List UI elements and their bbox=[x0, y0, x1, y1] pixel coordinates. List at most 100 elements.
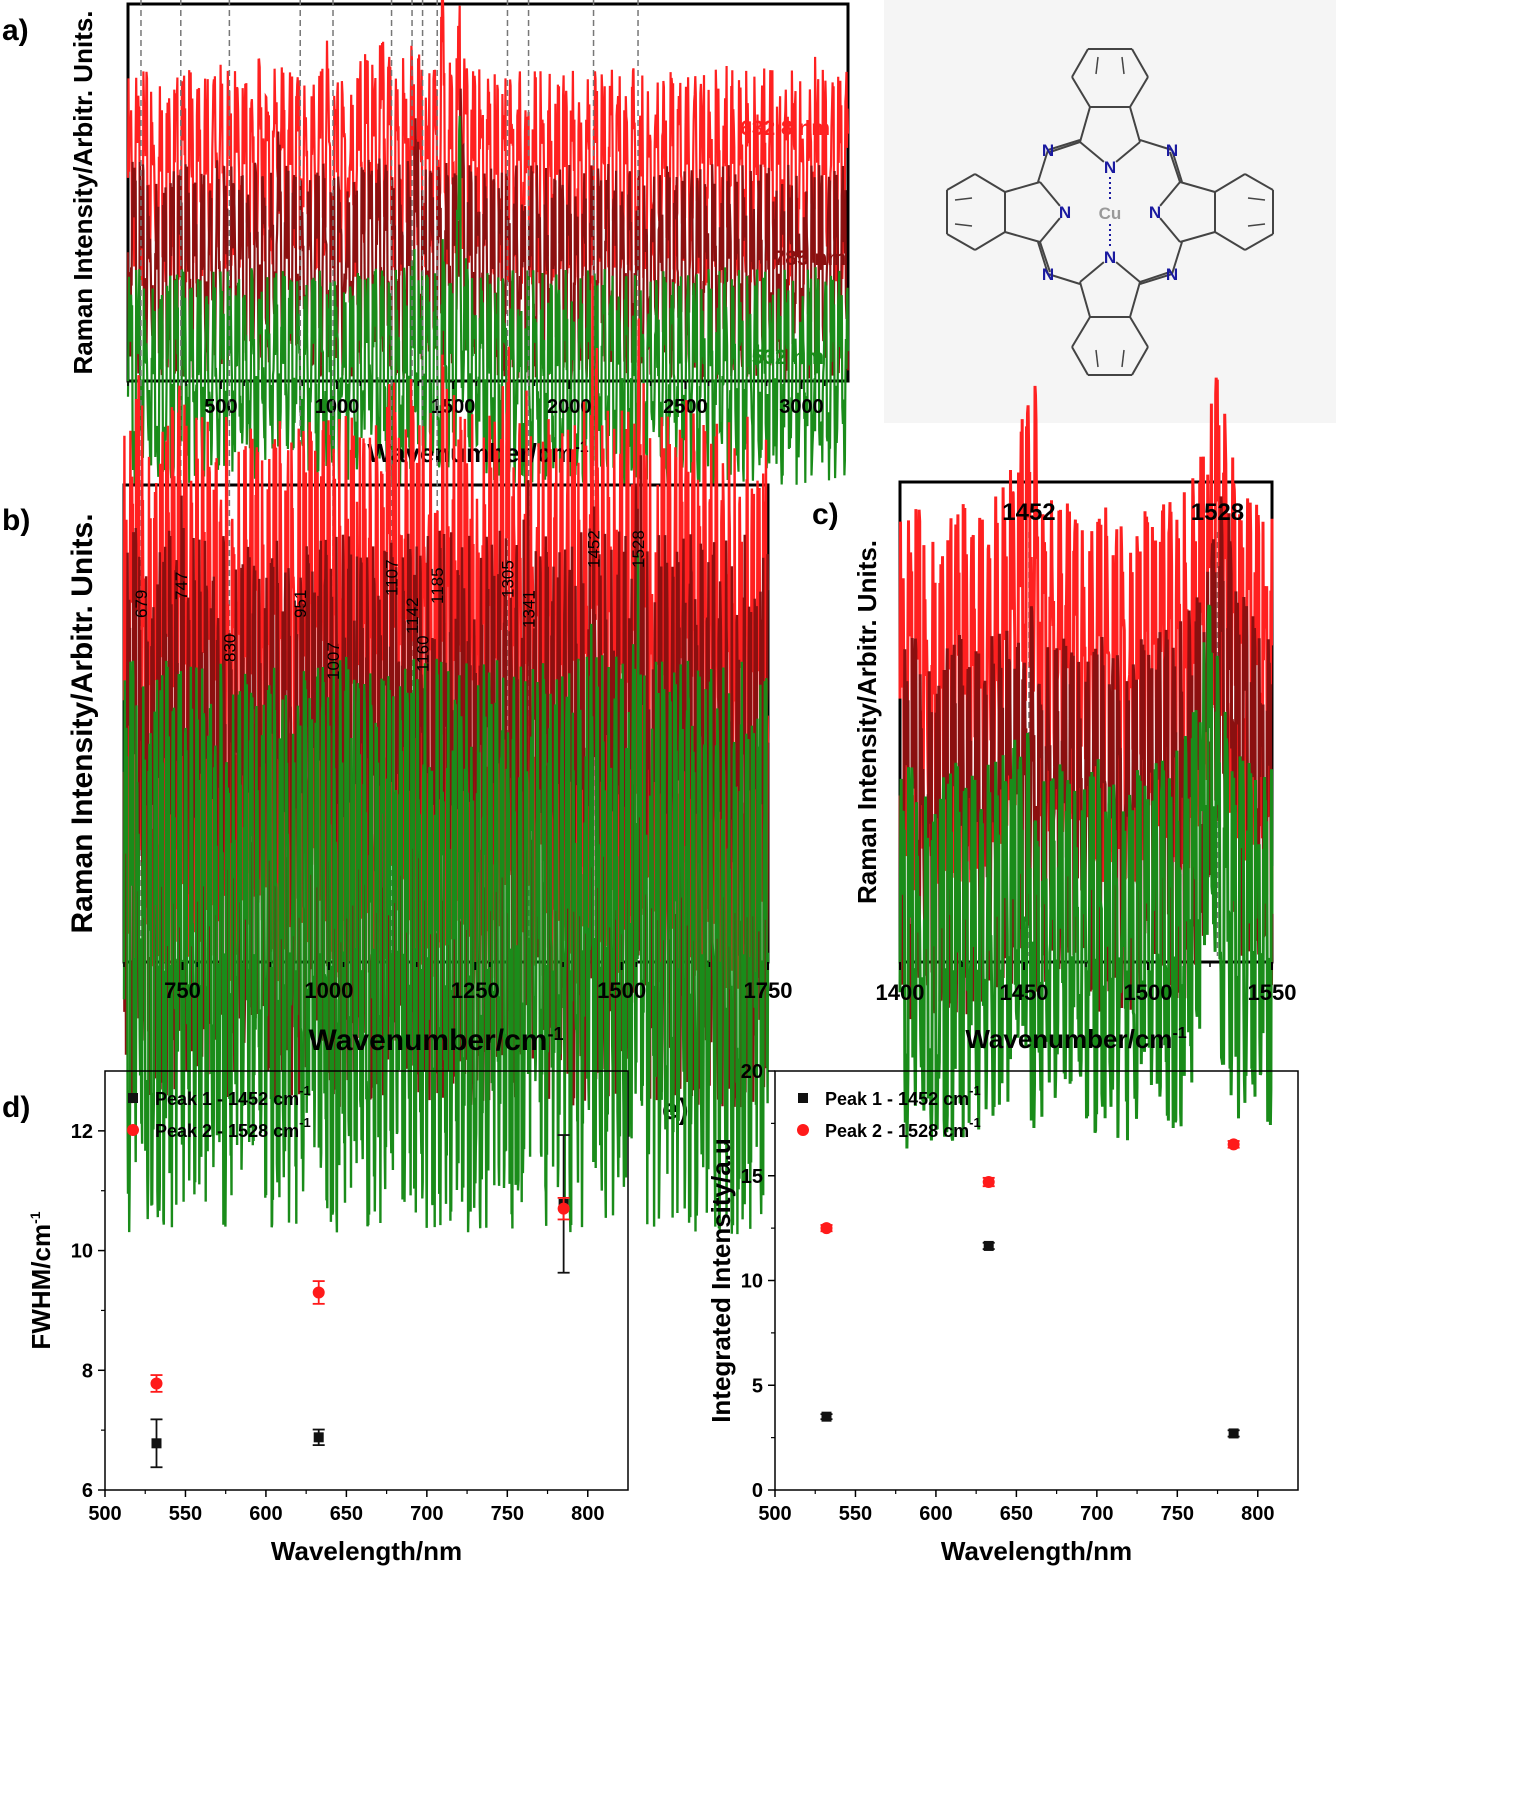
legend-label-0: Peak 1 - 1452 cm-1 bbox=[825, 1083, 981, 1109]
structure-background bbox=[884, 0, 1336, 423]
x-tick-label: 1450 bbox=[1000, 980, 1049, 1005]
y-tick-label: 10 bbox=[741, 1271, 763, 1293]
panel-letter-a: a) bbox=[2, 14, 29, 47]
legend-label-1: Peak 2 - 1528 cm-1 bbox=[155, 1115, 311, 1141]
series-line-785-nm bbox=[122, 455, 770, 1108]
nitrogen-label: N bbox=[1166, 265, 1178, 284]
nitrogen-label: N bbox=[1104, 248, 1116, 267]
bond bbox=[1095, 56, 1099, 75]
nitrogen-label: N bbox=[1042, 141, 1054, 160]
y-tick-label: 10 bbox=[71, 1241, 93, 1263]
annotation-label-830: 830 bbox=[220, 634, 239, 662]
y-tick-label: 8 bbox=[82, 1360, 93, 1382]
data-point-square bbox=[151, 1438, 162, 1449]
legend-marker bbox=[797, 1124, 809, 1136]
series-line-532-nm bbox=[122, 553, 770, 1235]
chart-panel-c: 1400 1450 1500 1550 Wavenumber/cm-1 Raman Int… bbox=[852, 377, 1296, 1149]
y-tick-label: 12 bbox=[71, 1121, 93, 1143]
data-point-circle bbox=[312, 1286, 325, 1299]
y-axis-title: FWHM/cm-1 bbox=[26, 1211, 56, 1349]
x-tick-label: 2000 bbox=[547, 396, 592, 418]
x-tick-label: 700 bbox=[1080, 1503, 1113, 1525]
atom-bg bbox=[1102, 159, 1118, 175]
annotation-label-1142: 1142 bbox=[403, 597, 422, 634]
bond bbox=[1004, 231, 1041, 243]
x-axis-title: Wavelength/nm bbox=[941, 1536, 1132, 1566]
annotation-label-1007: 1007 bbox=[324, 642, 343, 680]
bond bbox=[946, 173, 976, 191]
x-tick-label: 550 bbox=[169, 1503, 202, 1525]
x-tick-label: 500 bbox=[758, 1503, 791, 1525]
annotation-label-1452: 1452 bbox=[585, 530, 604, 568]
x-tick-label: 500 bbox=[88, 1503, 121, 1525]
nitrogen-label: N bbox=[1166, 141, 1178, 160]
chart-panel-b: 750 1000 1250 1500 1750 Wavenumber/cm-1 Raman … bbox=[66, 0, 792, 1235]
panel-letter-b: b) bbox=[2, 504, 30, 537]
series-line-785-nm bbox=[898, 496, 1274, 1020]
bond bbox=[1071, 76, 1091, 108]
y-axis-title: Raman Intensity/Arbitr. Units. bbox=[68, 10, 98, 374]
annotation-label-1305: 1305 bbox=[498, 560, 517, 598]
bond bbox=[1131, 346, 1149, 376]
x-tick-label: 1500 bbox=[597, 978, 646, 1003]
x-tick-label: 600 bbox=[249, 1503, 282, 1525]
bond bbox=[1079, 281, 1091, 318]
x-tick-label: 750 bbox=[164, 978, 201, 1003]
bond bbox=[974, 231, 1006, 251]
annotation-label-747: 747 bbox=[172, 572, 191, 600]
data-point-circle bbox=[557, 1202, 570, 1215]
y-axis-title: Raman Intensity/Arbitr. Units. bbox=[66, 513, 99, 933]
x-axis-title: Wavenumber/cm-1 bbox=[309, 1024, 564, 1057]
data-point-circle bbox=[982, 1176, 995, 1189]
atom-bg bbox=[1147, 204, 1163, 220]
bond bbox=[1171, 149, 1183, 183]
bond bbox=[1129, 76, 1149, 108]
x-tick-label: 1000 bbox=[315, 396, 360, 418]
bond bbox=[1244, 233, 1274, 251]
data-point-circle bbox=[150, 1377, 163, 1390]
x-axis-title: Wavelength/nm bbox=[271, 1536, 462, 1566]
bond bbox=[1071, 346, 1089, 376]
x-tick-label: 500 bbox=[204, 396, 237, 418]
bond bbox=[1047, 273, 1081, 285]
legend-label-1: Peak 2 - 1528 cm-1 bbox=[825, 1115, 981, 1141]
bond bbox=[974, 173, 1006, 193]
x-tick-label: 700 bbox=[410, 1503, 443, 1525]
annotation-label-1185: 1185 bbox=[428, 567, 447, 604]
legend-marker bbox=[127, 1124, 139, 1136]
y-tick-label: 15 bbox=[741, 1166, 763, 1188]
nitrogen-label: N bbox=[1104, 158, 1116, 177]
x-axis-title: Wavenumber/cm-1 bbox=[965, 1024, 1186, 1054]
annotation-label-1341: 1341 bbox=[520, 590, 539, 628]
nitrogen-label: N bbox=[1059, 203, 1071, 222]
bond bbox=[1247, 197, 1266, 201]
bond bbox=[1095, 349, 1099, 368]
atom-bg bbox=[1057, 204, 1073, 220]
data-point-circle bbox=[820, 1222, 833, 1235]
chart-panel-d: 500 550 600 650 700 750 800 6 8 10 12 Wavelength/nm… bbox=[26, 1070, 629, 1566]
bond bbox=[1131, 48, 1149, 78]
bond bbox=[1139, 273, 1173, 285]
bond bbox=[946, 233, 976, 251]
x-tick-label: 650 bbox=[1000, 1503, 1033, 1525]
x-tick-label: 650 bbox=[330, 1503, 363, 1525]
bond bbox=[1179, 181, 1216, 193]
annotation-label-1107: 1107 bbox=[383, 559, 402, 596]
data-point-square bbox=[313, 1432, 324, 1443]
x-tick-label: 600 bbox=[919, 1503, 952, 1525]
atom-bg bbox=[1102, 249, 1118, 265]
y-tick-label: 5 bbox=[752, 1375, 763, 1397]
bond bbox=[1047, 139, 1081, 151]
y-axis-title: Integrated Intensity/a.u bbox=[706, 1138, 736, 1423]
chart-panel-e: 500 550 600 650 700 750 800 0 5 10 15 20 Wavelength/… bbox=[706, 1061, 1299, 1566]
bond bbox=[1004, 181, 1041, 193]
x-tick-label: 800 bbox=[1241, 1503, 1274, 1525]
x-tick-label: 3000 bbox=[779, 396, 824, 418]
bond bbox=[1037, 241, 1049, 275]
bond bbox=[1179, 231, 1216, 243]
bond bbox=[1139, 139, 1173, 151]
annotation-label-951: 951 bbox=[291, 590, 310, 618]
y-tick-label: 0 bbox=[752, 1480, 763, 1502]
data-point-square bbox=[821, 1411, 832, 1422]
